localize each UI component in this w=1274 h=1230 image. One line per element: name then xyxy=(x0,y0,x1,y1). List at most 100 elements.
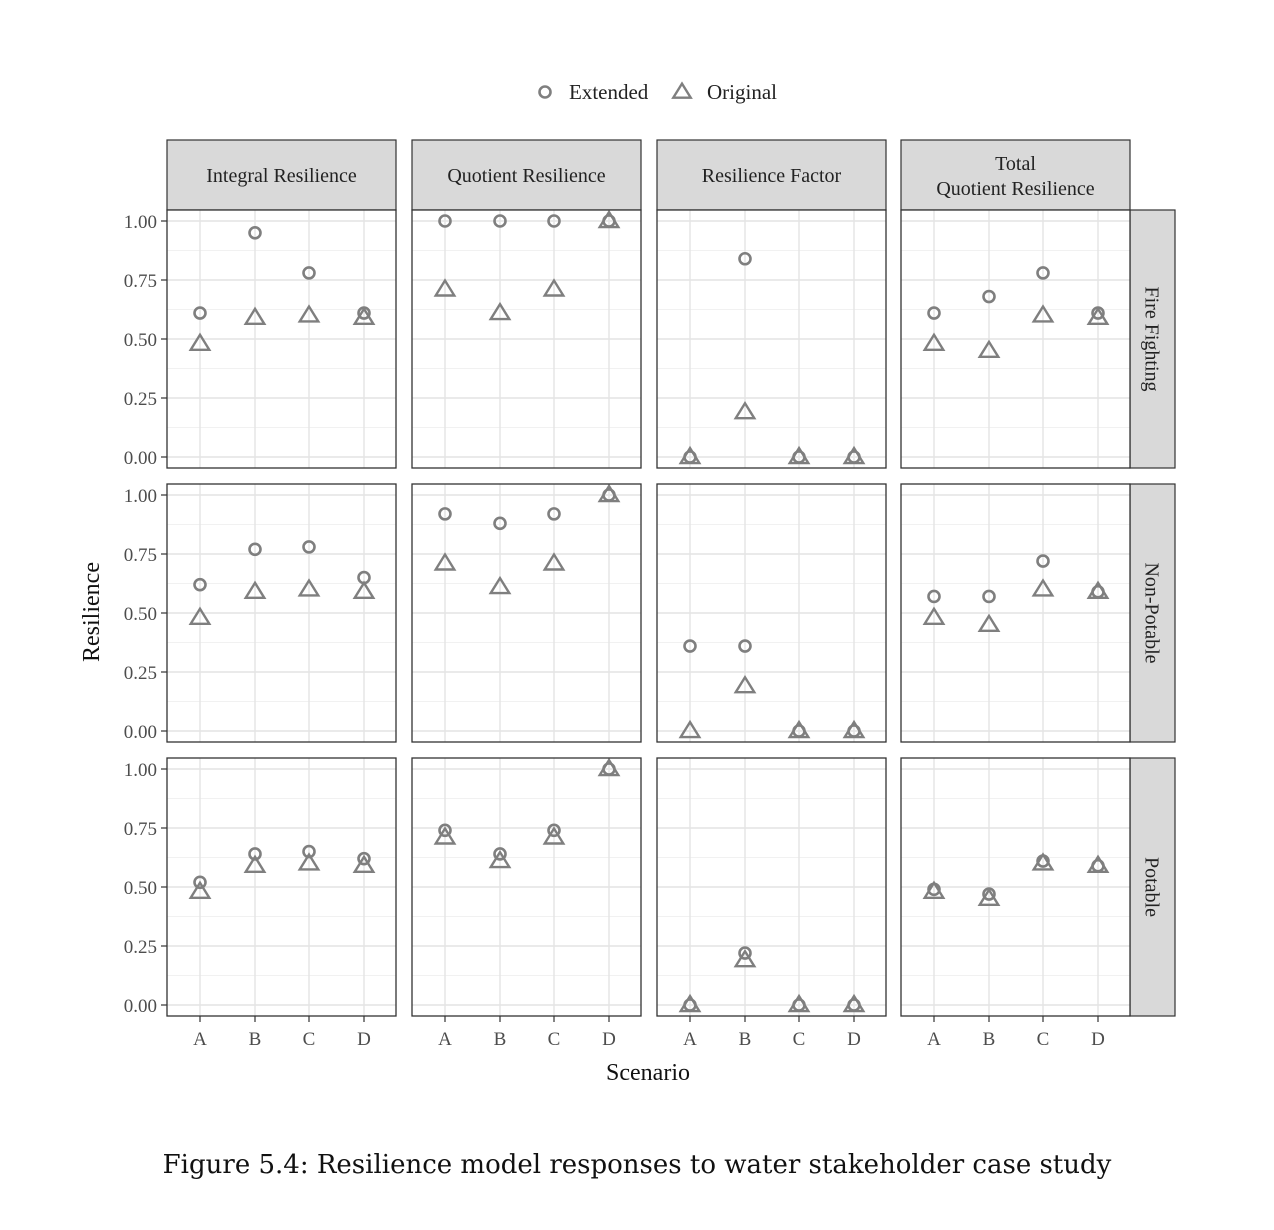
panel-border xyxy=(900,757,1131,1017)
row-strip-box xyxy=(1129,757,1176,1017)
column-strip: Total Quotient Resilience xyxy=(900,139,1131,211)
legend: Extended Original xyxy=(538,80,777,104)
point-extended xyxy=(982,289,996,304)
facet-panel xyxy=(900,209,1131,469)
point-extended xyxy=(302,540,316,554)
point-extended xyxy=(248,542,262,557)
y-tick-label: 1.00 xyxy=(124,760,157,781)
point-extended xyxy=(193,875,207,890)
x-tick-label: C xyxy=(793,1029,806,1050)
column-strip: Resilience Factor xyxy=(656,139,887,211)
point-extended xyxy=(792,450,806,464)
point-original xyxy=(243,580,267,600)
point-extended xyxy=(927,882,941,897)
panel-border xyxy=(411,483,642,743)
row-strip: Fire Fighting xyxy=(1129,209,1176,469)
point-original xyxy=(297,852,321,871)
column-strip-label: Integral Resilience xyxy=(206,165,357,187)
y-tick-label: 0.75 xyxy=(124,271,157,292)
point-original xyxy=(488,575,512,595)
point-extended xyxy=(357,851,371,866)
legend-marker-original xyxy=(671,81,693,99)
point-extended xyxy=(792,724,806,738)
point-extended xyxy=(193,306,207,320)
y-axis-title: Resilience xyxy=(79,562,105,662)
point-extended xyxy=(847,724,861,738)
column-strip: Quotient Resilience xyxy=(411,139,642,211)
point-extended xyxy=(193,577,207,592)
point-original xyxy=(922,606,946,625)
point-extended xyxy=(438,214,452,228)
panel-border xyxy=(900,209,1131,469)
point-original xyxy=(243,854,267,874)
legend-label-extended: Extended xyxy=(569,80,649,104)
point-extended xyxy=(927,589,941,604)
legend-marker-extended xyxy=(538,85,552,99)
panel-border xyxy=(411,757,642,1017)
point-original xyxy=(1031,578,1055,597)
y-tick-label: 1.00 xyxy=(124,212,157,233)
x-tick-label: B xyxy=(739,1029,752,1050)
row-strip: Potable xyxy=(1129,757,1176,1017)
point-extended xyxy=(927,306,941,320)
point-original xyxy=(733,674,757,694)
x-tick-label: A xyxy=(193,1029,207,1050)
point-extended xyxy=(1036,554,1050,568)
column-strip-box xyxy=(411,139,642,211)
panel-border xyxy=(900,483,1131,743)
facet-panel: 0.00 0.25 0.50 0.75 1.00 A B C D xyxy=(124,757,397,1050)
point-extended xyxy=(438,823,452,838)
facet-panel: A B C D xyxy=(411,757,642,1050)
point-extended xyxy=(683,639,697,653)
point-extended xyxy=(1091,858,1105,873)
row-strip-label: Non-Potable xyxy=(1141,562,1163,663)
point-original xyxy=(733,948,757,968)
facet-panel: A B C D xyxy=(900,757,1131,1050)
point-extended xyxy=(302,844,316,859)
x-tick-label: D xyxy=(602,1029,616,1050)
y-tick-label: 0.25 xyxy=(124,663,157,684)
y-tick-label: 0.25 xyxy=(124,937,157,958)
point-original xyxy=(488,301,512,321)
panel-border xyxy=(411,209,642,469)
facet-panel: 0.00 0.25 0.50 0.75 1.00 xyxy=(124,483,397,743)
point-extended xyxy=(1091,306,1105,320)
x-tick-label: A xyxy=(683,1029,697,1050)
row-strip-label: Potable xyxy=(1141,857,1163,917)
point-extended xyxy=(248,226,262,240)
x-tick-label: D xyxy=(357,1029,371,1050)
point-extended xyxy=(738,251,752,266)
y-tick-label: 0.00 xyxy=(124,448,157,469)
point-original xyxy=(977,613,1001,633)
point-extended xyxy=(357,570,371,585)
row-strip-label: Fire Fighting xyxy=(1141,286,1163,391)
point-extended xyxy=(982,589,996,604)
point-original xyxy=(188,880,212,899)
x-tick-label: B xyxy=(983,1029,996,1050)
column-strip-label: Resilience Factor xyxy=(702,165,842,187)
y-tick-label: 0.50 xyxy=(124,330,157,351)
facet-panel xyxy=(656,209,887,469)
x-tick-label: A xyxy=(927,1029,941,1050)
y-tick-label: 0.25 xyxy=(124,389,157,410)
y-tick-label: 0.00 xyxy=(124,996,157,1017)
x-tick-label: B xyxy=(494,1029,507,1050)
facet-panel: 0.00 0.25 0.50 0.75 1.00 xyxy=(124,209,397,469)
point-extended xyxy=(493,516,507,531)
point-extended xyxy=(1091,584,1105,599)
point-original xyxy=(733,400,757,420)
facet-panel xyxy=(900,483,1131,743)
point-original xyxy=(433,826,457,845)
x-tick-label: D xyxy=(847,1029,861,1050)
point-original xyxy=(352,854,376,874)
panels: Integral Resilience Quotient Resilience Re… xyxy=(124,139,1176,1050)
point-extended xyxy=(683,998,697,1012)
point-extended xyxy=(847,998,861,1012)
point-extended xyxy=(302,266,316,280)
point-original xyxy=(188,332,212,351)
point-original xyxy=(678,719,702,739)
point-original xyxy=(297,304,321,323)
facet-panel xyxy=(411,483,642,743)
point-original xyxy=(433,552,457,571)
x-tick-label: D xyxy=(1091,1029,1105,1050)
